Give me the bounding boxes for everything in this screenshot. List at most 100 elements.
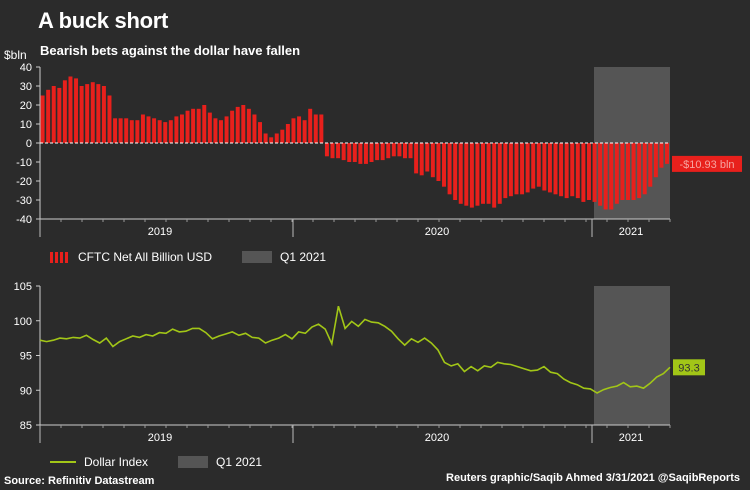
bar <box>447 143 452 195</box>
y-tick-label: 100 <box>14 316 32 328</box>
bar <box>430 143 435 178</box>
y-tick-label: 20 <box>20 100 32 112</box>
bar <box>408 143 413 159</box>
bar <box>224 116 229 143</box>
source-note: Source: Refinitiv Datastream <box>4 475 155 487</box>
credit-note: Reuters graphic/Saqib Ahmed 3/31/2021 @S… <box>446 472 740 484</box>
chart-title: A buck short <box>38 8 169 33</box>
dollar-index-line <box>39 305 671 394</box>
last-value-label: -$10.93 bln <box>679 159 734 171</box>
bar <box>458 143 463 204</box>
bar <box>40 95 45 143</box>
y-tick-label: 10 <box>20 119 32 131</box>
y-tick-label: -40 <box>16 214 32 226</box>
bar <box>425 143 430 172</box>
bar <box>124 118 129 143</box>
top-legend-shade: Q1 2021 <box>280 250 327 264</box>
bar <box>196 108 201 143</box>
bar <box>598 143 603 206</box>
bar <box>665 143 669 164</box>
y-axis-unit: $bln <box>4 48 27 62</box>
bar <box>118 118 123 143</box>
bar <box>62 80 67 143</box>
bar <box>101 86 106 143</box>
bar <box>219 120 223 143</box>
bar <box>263 133 268 143</box>
bar <box>631 143 636 200</box>
bar <box>241 105 246 143</box>
bar <box>586 143 591 200</box>
bar <box>363 143 368 164</box>
bottom-legend-series: Dollar Index <box>84 455 149 469</box>
bar <box>207 112 212 143</box>
bar <box>475 143 480 206</box>
bar <box>202 105 207 143</box>
bar <box>553 143 558 195</box>
bar <box>74 78 79 143</box>
bar <box>614 143 619 204</box>
bar <box>336 143 341 159</box>
y-tick-label: -20 <box>16 176 32 188</box>
bar <box>235 106 240 143</box>
bar <box>648 143 653 187</box>
x-tick-label: 2019 <box>148 226 172 238</box>
bar <box>152 118 157 143</box>
bar <box>90 82 95 143</box>
shade-legend-swatch-2 <box>178 456 209 468</box>
bar <box>620 143 625 200</box>
bar <box>135 120 140 143</box>
bar <box>637 143 642 199</box>
y-tick-label: 0 <box>26 138 32 150</box>
x-tick-label: 2020 <box>425 432 449 444</box>
y-tick-label: 40 <box>20 62 32 74</box>
bar <box>402 143 407 159</box>
y-tick-label: 95 <box>20 351 32 363</box>
bar <box>542 143 547 191</box>
bar <box>436 143 441 181</box>
bar <box>442 143 446 187</box>
bar <box>575 143 580 199</box>
bar <box>570 143 575 197</box>
bar <box>168 120 173 143</box>
bar <box>46 89 51 143</box>
bar <box>481 143 486 204</box>
bar <box>51 86 56 143</box>
y-tick-label: 105 <box>14 281 32 293</box>
bar <box>547 143 552 193</box>
dollar-index-chart: 105 100 95 90 85 2019 2020 2021 93.3 <box>14 281 705 444</box>
bar <box>464 143 469 206</box>
bar <box>375 143 380 161</box>
bar <box>274 133 279 143</box>
bar <box>559 143 564 197</box>
positioning-chart: 40 30 20 10 0 -10 -20 -30 -40 2019 2020 2021 -$10.93… <box>16 62 742 238</box>
bar <box>536 143 541 187</box>
bar <box>96 84 101 143</box>
bar <box>592 143 597 202</box>
bar <box>230 110 235 143</box>
y-tick-label: 90 <box>20 385 32 397</box>
bar <box>492 143 497 208</box>
bar <box>85 84 90 143</box>
bar <box>280 129 285 143</box>
y-tick-label: -10 <box>16 157 32 169</box>
top-legend: CFTC Net All Billion USD Q1 2021 <box>50 250 356 264</box>
bar <box>386 143 391 159</box>
bar <box>146 116 151 143</box>
bar <box>520 143 525 195</box>
bar <box>453 143 458 200</box>
bottom-legend-shade: Q1 2021 <box>216 455 263 469</box>
bar <box>324 143 329 157</box>
bar <box>642 143 647 195</box>
bar <box>397 143 402 157</box>
bar <box>258 122 263 143</box>
bar <box>302 120 307 143</box>
bar <box>191 108 196 143</box>
shade-legend-swatch <box>242 251 273 263</box>
bar <box>347 143 352 162</box>
bar <box>330 143 335 159</box>
bar <box>497 143 502 204</box>
bar <box>269 137 274 143</box>
bar <box>564 143 569 199</box>
bar <box>369 143 374 162</box>
